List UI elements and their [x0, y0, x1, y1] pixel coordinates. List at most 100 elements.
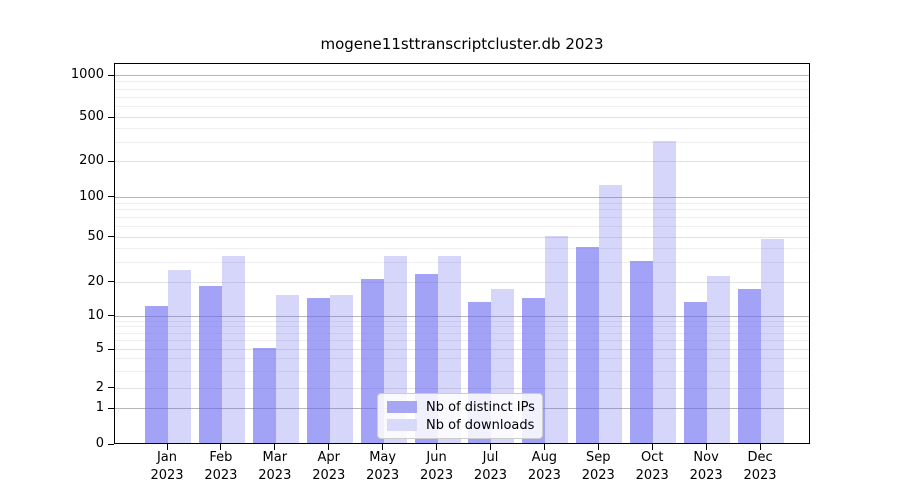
y-tick-label-20: 20: [87, 273, 104, 289]
y-tick-label-0: 0: [95, 436, 104, 451]
bar-dec-downloads: [761, 238, 785, 443]
x-tick-dec: [759, 444, 761, 450]
grid-line-10: [115, 315, 809, 317]
x-tick-label-may: May 2023: [366, 450, 400, 483]
grid-line-300: [115, 141, 809, 143]
y-tick-0: [108, 443, 114, 445]
grid-line-40: [115, 247, 809, 249]
x-tick-mar: [274, 444, 276, 450]
bar-jan-downloads: [168, 269, 191, 443]
grid-line-200: [115, 161, 809, 163]
bar-dec-distinct-ips: [738, 288, 762, 443]
x-tick-feb: [220, 444, 222, 450]
y-tick-label-200: 200: [79, 153, 104, 169]
grid-line-1000: [115, 75, 809, 76]
bar-aug-downloads: [545, 235, 569, 443]
x-tick-label-feb: Feb 2023: [204, 450, 238, 483]
grid-line-70: [115, 217, 809, 219]
bar-jan-distinct-ips: [145, 305, 168, 443]
grid-line-90: [115, 202, 809, 204]
legend-label-downloads: Nb of downloads: [426, 417, 535, 433]
y-tick-label-2: 2: [95, 379, 104, 395]
x-tick-jul: [489, 444, 491, 450]
x-tick-label-jul: Jul 2023: [473, 450, 508, 483]
bar-feb-downloads: [221, 256, 245, 443]
grid-line-20: [115, 281, 809, 283]
grid-line-400: [115, 128, 809, 130]
x-tick-jun: [436, 444, 438, 450]
y-tick-50: [108, 236, 114, 237]
x-tick-apr: [328, 444, 330, 450]
legend-swatch-distinct-ips: [387, 401, 417, 413]
legend-label-distinct-ips: Nb of distinct IPs: [426, 399, 535, 415]
grid-line-500: [115, 117, 809, 119]
bar-nov-distinct-ips: [684, 301, 708, 443]
x-tick-label-apr: Apr 2023: [312, 450, 346, 483]
bar-sep-distinct-ips: [576, 246, 600, 443]
grid-line-800: [115, 88, 809, 90]
grid-line-4: [115, 358, 809, 360]
x-tick-label-aug: Aug 2023: [527, 450, 561, 483]
grid-line-60: [115, 225, 809, 227]
bar-sep-downloads: [599, 185, 623, 443]
x-tick-oct: [651, 444, 653, 450]
bar-mar-downloads: [275, 295, 299, 443]
plot-canvas: [115, 64, 809, 443]
y-tick-1: [108, 407, 114, 409]
x-tick-label-sep: Sep 2023: [581, 450, 615, 483]
y-tick-label-5: 5: [95, 341, 104, 357]
legend-swatch-downloads: [387, 419, 417, 431]
bar-apr-downloads: [329, 295, 353, 443]
x-tick-label-oct: Oct 2023: [635, 450, 669, 483]
y-tick-20: [108, 281, 114, 283]
grid-line-100: [115, 196, 809, 198]
chart-title: mogene11sttranscriptcluster.db 2023: [320, 35, 604, 53]
grid-line-9: [115, 320, 809, 322]
x-tick-sep: [597, 444, 599, 450]
y-tick-label-100: 100: [79, 188, 104, 204]
y-tick-5: [108, 348, 114, 350]
plot-area: [114, 63, 810, 444]
grid-line-3: [115, 370, 809, 372]
y-tick-500: [108, 116, 114, 118]
bar-nov-downloads: [707, 276, 731, 443]
bar-feb-distinct-ips: [198, 286, 222, 443]
y-tick-200: [108, 160, 114, 162]
y-tick-1000: [108, 74, 114, 76]
x-tick-nov: [705, 444, 707, 450]
bar-oct-distinct-ips: [630, 260, 654, 443]
grid-line-900: [115, 81, 809, 83]
bar-mar-distinct-ips: [252, 348, 276, 443]
y-tick-label-10: 10: [87, 307, 104, 323]
grid-line-700: [115, 96, 809, 98]
y-tick-label-1000: 1000: [70, 67, 104, 82]
grid-line-80: [115, 209, 809, 211]
bar-oct-downloads: [653, 140, 677, 443]
grid-line-600: [115, 106, 809, 108]
x-tick-may: [382, 444, 384, 450]
y-tick-100: [108, 196, 114, 197]
x-tick-jan: [166, 444, 168, 450]
x-tick-label-jan: Jan 2023: [150, 450, 184, 483]
legend: Nb of distinct IPs Nb of downloads: [377, 393, 543, 439]
y-tick-10: [108, 315, 114, 317]
grid-line-6: [115, 340, 809, 342]
grid-line-2: [115, 387, 809, 389]
bar-apr-distinct-ips: [306, 298, 330, 443]
y-tick-2: [108, 387, 114, 389]
grid-line-50: [115, 236, 809, 238]
y-tick-label-50: 50: [87, 228, 104, 244]
grid-line-5: [115, 349, 809, 351]
x-tick-label-jun: Jun 2023: [420, 450, 454, 483]
x-tick-aug: [543, 444, 545, 450]
x-tick-label-nov: Nov 2023: [689, 450, 723, 483]
grid-line-8: [115, 326, 809, 328]
grid-line-7: [115, 332, 809, 334]
legend-row-distinct-ips: Nb of distinct IPs: [387, 399, 535, 415]
x-tick-label-dec: Dec 2023: [743, 450, 777, 483]
y-tick-label-1: 1: [95, 400, 104, 416]
legend-row-downloads: Nb of downloads: [387, 417, 535, 433]
grid-line-30: [115, 261, 809, 263]
y-tick-label-500: 500: [79, 109, 104, 125]
